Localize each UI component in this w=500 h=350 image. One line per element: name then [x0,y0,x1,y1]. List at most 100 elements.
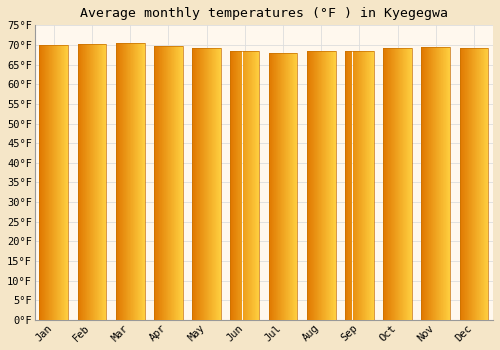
Bar [168,47,169,320]
Bar [397,48,398,320]
Bar [67,45,68,320]
Bar [437,47,438,320]
Bar [81,44,82,320]
Bar [332,51,333,320]
Bar [280,53,281,320]
Bar [238,51,239,320]
Bar [364,51,365,320]
Bar [217,48,218,320]
Bar [138,43,139,320]
Bar [439,47,440,320]
Bar [47,45,48,320]
Bar [355,51,356,320]
Bar [349,51,350,320]
Bar [331,51,332,320]
Bar [54,45,55,320]
Bar [78,44,106,320]
Bar [192,48,193,320]
Bar [170,47,172,320]
Bar [350,51,351,320]
Bar [346,51,347,320]
Bar [334,51,335,320]
Bar [440,47,441,320]
Bar [166,47,168,320]
Bar [460,48,461,320]
Bar [287,53,288,320]
Bar [404,48,405,320]
Bar [357,51,358,320]
Bar [463,48,464,320]
Bar [211,48,212,320]
Bar [460,48,488,320]
Bar [309,51,310,320]
Bar [90,44,91,320]
Bar [116,43,144,320]
Bar [79,44,80,320]
Bar [368,51,369,320]
Bar [201,48,202,320]
Bar [324,51,325,320]
Bar [330,51,331,320]
Bar [232,51,233,320]
Bar [196,48,197,320]
Bar [385,48,386,320]
Bar [323,51,324,320]
Bar [466,48,467,320]
Bar [216,48,217,320]
Bar [360,51,361,320]
Bar [213,48,214,320]
Bar [130,43,131,320]
Bar [102,44,103,320]
Bar [477,48,478,320]
Bar [426,47,427,320]
Bar [45,45,46,320]
Bar [276,53,278,320]
Bar [353,51,354,320]
Bar [472,48,473,320]
Bar [290,53,291,320]
Bar [388,48,389,320]
Bar [384,48,385,320]
Bar [93,44,94,320]
Bar [98,44,99,320]
Bar [329,51,330,320]
Bar [105,44,106,320]
Bar [269,53,270,320]
Bar [478,48,479,320]
Bar [370,51,371,320]
Bar [441,47,442,320]
Bar [273,53,274,320]
Bar [86,44,87,320]
Bar [268,53,269,320]
Bar [254,51,255,320]
Bar [312,51,313,320]
Bar [40,45,68,320]
Bar [219,48,220,320]
Bar [176,47,177,320]
Bar [481,48,482,320]
Bar [295,53,296,320]
Bar [104,44,105,320]
Bar [257,51,258,320]
Bar [215,48,216,320]
Bar [434,47,435,320]
Bar [128,43,129,320]
Bar [236,51,237,320]
Bar [172,47,173,320]
Bar [471,48,472,320]
Bar [218,48,219,320]
Bar [361,51,362,320]
Bar [311,51,312,320]
Bar [198,48,199,320]
Bar [174,47,176,320]
Bar [348,51,349,320]
Bar [97,44,98,320]
Bar [422,47,450,320]
Bar [245,51,246,320]
Bar [204,48,205,320]
Bar [127,43,128,320]
Bar [431,47,432,320]
Bar [326,51,327,320]
Bar [445,47,446,320]
Bar [42,45,43,320]
